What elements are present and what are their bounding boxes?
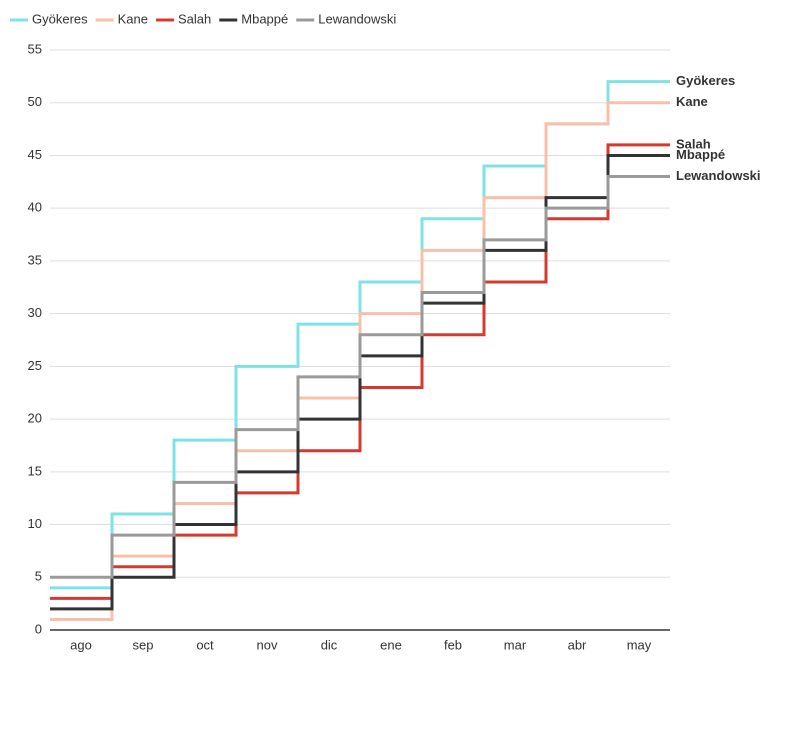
y-tick-label: 5 (35, 569, 42, 584)
legend-label: Mbappé (241, 11, 288, 26)
y-tick-label: 10 (28, 516, 42, 531)
end-label: Salah (676, 136, 711, 151)
end-label: Mbappé (676, 147, 725, 162)
x-tick-label: nov (257, 637, 278, 652)
x-tick-label: abr (568, 637, 587, 652)
legend-label: Gyökeres (32, 11, 88, 26)
y-tick-label: 30 (28, 305, 42, 320)
x-tick-label: may (627, 637, 652, 652)
y-tick-label: 40 (28, 200, 42, 215)
x-tick-label: oct (196, 637, 214, 652)
end-label: Kane (676, 94, 708, 109)
legend-label: Kane (118, 11, 148, 26)
x-tick-label: sep (133, 637, 154, 652)
end-label: Lewandowski (676, 168, 761, 183)
legend-label: Lewandowski (318, 11, 396, 26)
end-label: Gyökeres (676, 73, 735, 88)
x-tick-label: mar (504, 637, 527, 652)
y-tick-label: 15 (28, 463, 42, 478)
y-tick-label: 55 (28, 41, 42, 56)
y-tick-label: 50 (28, 94, 42, 109)
y-tick-label: 0 (35, 621, 42, 636)
y-tick-label: 45 (28, 147, 42, 162)
x-tick-label: feb (444, 637, 462, 652)
x-tick-label: ago (70, 637, 92, 652)
x-tick-label: ene (380, 637, 402, 652)
legend-label: Salah (178, 11, 211, 26)
y-tick-label: 25 (28, 358, 42, 373)
x-tick-label: dic (321, 637, 338, 652)
series-line (50, 175, 670, 579)
series-line (50, 153, 670, 611)
y-tick-label: 20 (28, 411, 42, 426)
legend: Gyökeres Kane Salah Mbappé Lewandowski (10, 11, 396, 26)
y-tick-label: 35 (28, 252, 42, 267)
